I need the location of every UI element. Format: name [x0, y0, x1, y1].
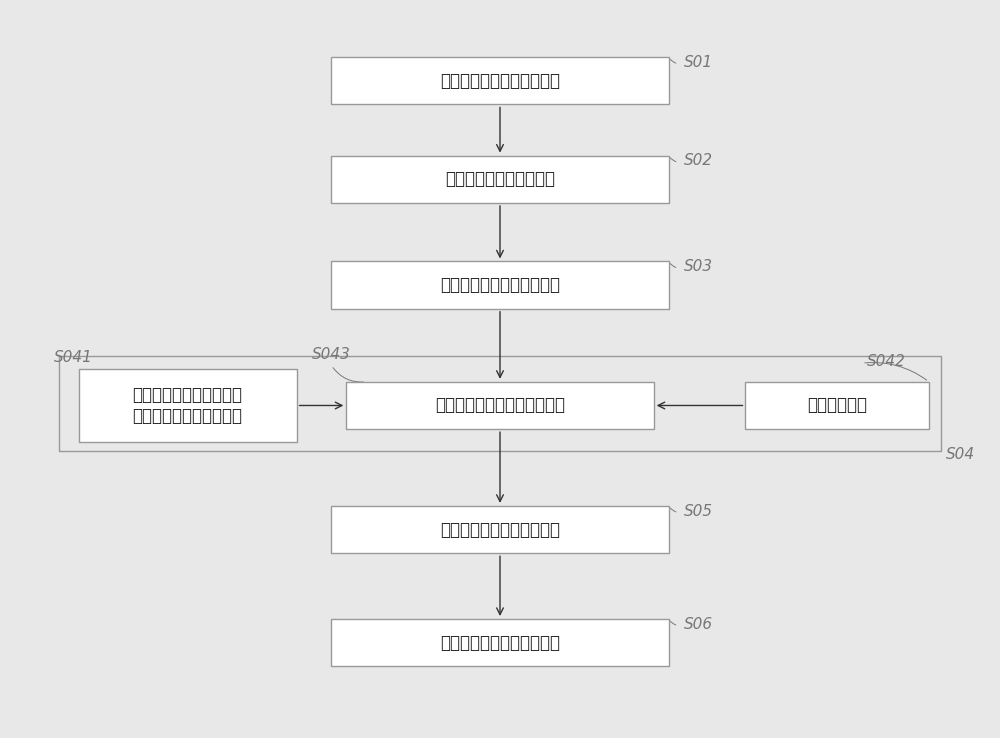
Text: 创建水域季节流量数据库: 创建水域季节流量数据库	[445, 170, 555, 188]
Bar	[331, 619, 669, 666]
Bar	[331, 156, 669, 203]
Text: S06: S06	[683, 617, 713, 632]
Bar	[59, 356, 941, 451]
Text: 计算清渣流量: 计算清渣流量	[807, 396, 867, 415]
Bar	[331, 506, 669, 554]
Text: 建立水下基坑清渣系统模型: 建立水下基坑清渣系统模型	[440, 72, 560, 90]
Text: S02: S02	[683, 154, 713, 168]
Text: S041: S041	[54, 351, 93, 365]
Text: S042: S042	[867, 354, 906, 369]
Text: S043: S043	[312, 347, 350, 362]
Bar	[745, 382, 929, 430]
Text: 计算清渣管所需的截面面积: 计算清渣管所需的截面面积	[440, 276, 560, 294]
Text: 计算出渣管所需的截面面积: 计算出渣管所需的截面面积	[440, 520, 560, 539]
Bar	[331, 261, 669, 308]
Text: 计算送气管所需的截面面积: 计算送气管所需的截面面积	[440, 634, 560, 652]
Text: 计算由清水所需的空气量
换算为混合物的增大系数: 计算由清水所需的空气量 换算为混合物的增大系数	[133, 386, 243, 425]
Text: S03: S03	[683, 259, 713, 274]
Bar	[79, 369, 297, 442]
Bar	[331, 57, 669, 105]
Bar	[346, 382, 654, 430]
Text: S01: S01	[683, 55, 713, 70]
Text: 计算空气压缩机所需的排气量: 计算空气压缩机所需的排气量	[435, 396, 565, 415]
Text: S04: S04	[946, 447, 975, 462]
Text: S05: S05	[683, 503, 713, 519]
